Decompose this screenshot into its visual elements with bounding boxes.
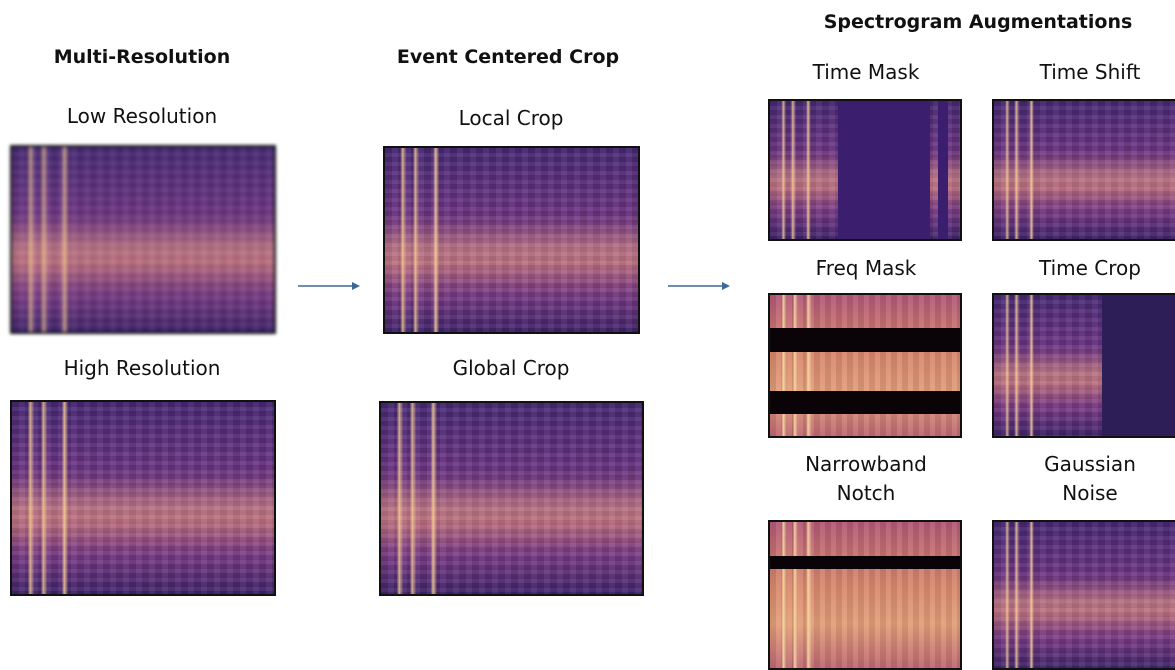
arrow [296,279,362,293]
spectrogram [992,293,1175,438]
panel-label: High Resolution [64,354,221,383]
time-mask [938,101,948,239]
panel-label: Narrowband Notch [786,450,946,508]
page: {"multi_resolution": {"title": "Multi-Re… [0,0,1175,661]
freq-mask [770,328,960,352]
column-title: Spectrogram Augmentations [824,8,1133,37]
notch [770,556,960,569]
panel-label: Global Crop [453,354,570,383]
freq-mask [770,391,960,414]
spectrogram [992,99,1175,241]
spectrogram [768,520,962,670]
time-crop [1102,295,1175,436]
panel-label: Freq Mask [816,254,917,283]
panel-label: Time Mask [813,58,920,87]
panel-label: Low Resolution [67,102,217,131]
spectrogram [10,145,276,334]
panel-label: Local Crop [459,104,564,133]
panel-label: Gaussian Noise [1030,450,1150,508]
time-mask [838,101,930,239]
spectrogram [768,99,962,241]
panel-label: Time Crop [1039,254,1141,283]
column-title: Event Centered Crop [397,43,619,72]
spectrogram [768,293,962,438]
arrow [666,279,732,293]
spectrogram [379,401,644,596]
spectrogram [10,400,276,596]
panel-label: Time Shift [1040,58,1141,87]
column-title: Multi-Resolution [54,43,231,72]
spectrogram [383,146,640,334]
spectrogram [992,520,1175,670]
